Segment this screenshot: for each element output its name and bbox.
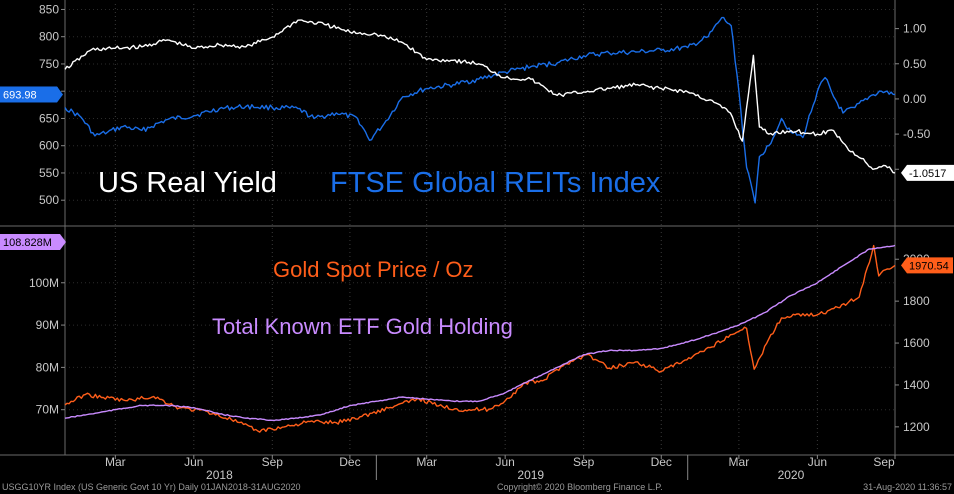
us-real-yield-label: US Real Yield	[98, 167, 277, 199]
ftse-global-reits-index-line	[64, 16, 896, 204]
grid-layer	[0, 0, 954, 456]
footer-timestamp: 31-Aug-2020 11:36:57	[863, 482, 952, 492]
left-tick-label: 550	[39, 166, 59, 180]
x-year-label: 2019	[517, 468, 544, 482]
left-tick-label: 100M	[29, 276, 59, 290]
last-value-tags: 693.98 -1.0517 108.828M 1970.54	[0, 86, 954, 274]
reits-last-tag-box	[0, 86, 57, 103]
x-tick-label: Jun	[495, 455, 514, 469]
series-layer	[64, 16, 896, 433]
etf-holding-last-tag: 108.828M	[0, 234, 66, 250]
right-tick-label: 0.00	[903, 92, 927, 106]
real-yield-last-tag: -1.0517	[901, 164, 954, 181]
x-tick-label: Mar	[416, 455, 437, 469]
real-yield-last-tag-box	[901, 164, 954, 181]
reits-last-tag: 693.98	[0, 86, 63, 103]
right-tick-label: 1200	[903, 420, 930, 434]
gold-last-tag: 1970.54	[901, 257, 953, 274]
x-tick-label: Sep	[873, 455, 895, 469]
us-real-yield-line	[64, 19, 896, 174]
left-tick-label: 850	[39, 2, 59, 16]
x-year-label: 2020	[778, 468, 805, 482]
etf-holding-last-tag-pointer	[60, 234, 66, 250]
left-tick-label: 90M	[36, 318, 59, 332]
x-tick-label: Jun	[808, 455, 827, 469]
x-year-label: 2018	[206, 468, 233, 482]
footer-left: USGG10YR Index (US Generic Govt 10 Yr) D…	[2, 482, 300, 492]
gold-spot-label: Gold Spot Price / Oz	[273, 257, 474, 282]
left-tick-label: 500	[39, 193, 59, 207]
left-tick-label: 750	[39, 57, 59, 71]
x-tick-label: Dec	[339, 455, 360, 469]
x-tick-label: Sep	[262, 455, 284, 469]
footer: USGG10YR Index (US Generic Govt 10 Yr) D…	[2, 482, 952, 492]
left-tick-label: 70M	[36, 403, 59, 417]
right-tick-label: -0.50	[903, 127, 931, 141]
x-tick-label: Mar	[729, 455, 750, 469]
left-tick-label: 600	[39, 139, 59, 153]
total-known-etf-gold-holding-line	[64, 244, 896, 422]
axis-layer: Mar Jun Sep Dec Mar Jun Sep Dec Mar Jun Sep 2018 201…	[29, 2, 931, 482]
real-yield-last-tag-text: -1.0517	[909, 168, 946, 180]
x-tick-label: Sep	[573, 455, 595, 469]
footer-copyright: Copyright© 2020 Bloomberg Finance L.P.	[497, 482, 663, 492]
left-tick-label: 650	[39, 111, 59, 125]
gold-last-tag-box	[901, 257, 953, 274]
right-tick-label: 1.00	[903, 22, 927, 36]
reits-last-tag-pointer	[57, 86, 63, 103]
right-tick-label: 1400	[903, 378, 930, 392]
right-tick-label: 0.50	[903, 57, 927, 71]
ftse-reits-label: FTSE Global REITs Index	[330, 167, 661, 199]
reits-last-tag-text: 693.98	[3, 89, 37, 101]
etf-gold-label: Total Known ETF Gold Holding	[212, 314, 513, 339]
label-layer: US Real Yield FTSE Global REITs Index Go…	[98, 167, 661, 339]
etf-holding-last-tag-text: 108.828M	[3, 237, 52, 249]
etf-holding-last-tag-box	[0, 234, 60, 250]
left-tick-label: 80M	[36, 360, 59, 374]
gold-last-tag-text: 1970.54	[909, 260, 949, 272]
left-tick-label: 800	[39, 30, 59, 44]
right-tick-label: 1800	[903, 294, 930, 308]
x-tick-label: Jun	[184, 455, 203, 469]
x-tick-label: Dec	[651, 455, 672, 469]
x-tick-label: Mar	[105, 455, 126, 469]
right-tick-label: 1600	[903, 336, 930, 350]
